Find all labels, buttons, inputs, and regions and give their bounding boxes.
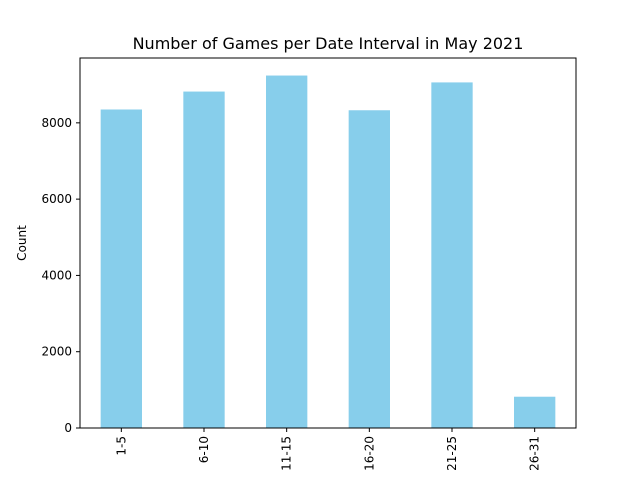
- x-tick-label: 16-20: [362, 436, 376, 471]
- y-tick-label: 4000: [41, 268, 72, 282]
- y-axis-label: Count: [15, 225, 29, 261]
- y-tick-label: 8000: [41, 116, 72, 130]
- bar-1-5: [100, 109, 142, 428]
- bar-26-31: [514, 396, 556, 428]
- x-tick-label: 26-31: [528, 436, 542, 471]
- x-tick-label: 21-25: [445, 436, 459, 471]
- x-tick-label: 1-5: [114, 436, 128, 456]
- x-axis-ticks: 1-5 6-10 11-15 16-20 21-25 26-31: [114, 428, 542, 471]
- bar-6-10: [183, 91, 225, 428]
- bar-21-25: [431, 82, 473, 429]
- bar-series: [100, 75, 556, 429]
- x-tick-label: 6-10: [197, 436, 211, 463]
- bar-16-20: [348, 110, 390, 429]
- y-tick-label: 0: [64, 421, 72, 435]
- x-tick-label: 11-15: [280, 436, 294, 471]
- y-tick-label: 6000: [41, 192, 72, 206]
- bar-11-15: [266, 75, 308, 429]
- y-axis-ticks: 0 2000 4000 6000 8000: [41, 116, 80, 435]
- y-tick-label: 2000: [41, 345, 72, 359]
- chart-title: Number of Games per Date Interval in May…: [133, 34, 524, 53]
- plot-frame: [79, 57, 577, 429]
